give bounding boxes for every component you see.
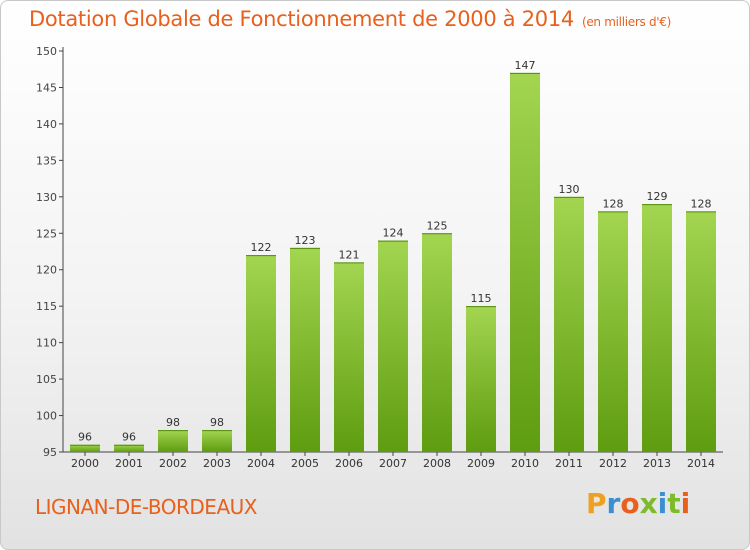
chart-title-line: Dotation Globale de Fonctionnement de 20… <box>29 7 671 31</box>
chart-bars <box>70 72 716 452</box>
x-tick-label: 2003 <box>203 457 231 470</box>
logo-letter: i <box>657 487 668 520</box>
logo-letter: x <box>639 487 658 520</box>
logo-letter: o <box>620 487 640 520</box>
chart-axes: 95 100 105 110 115 120 125 130 135 140 145 150 2000 2… <box>36 45 723 470</box>
data-label: 98 <box>210 416 224 429</box>
y-tick-label: 135 <box>36 154 57 167</box>
y-tick-label: 115 <box>36 300 57 313</box>
data-label: 128 <box>691 197 712 210</box>
data-label: 125 <box>427 219 448 232</box>
x-tick-label: 2002 <box>159 457 187 470</box>
bar-2009 <box>466 306 496 452</box>
data-label: 123 <box>295 234 316 247</box>
x-tick-label: 2008 <box>423 457 451 470</box>
logo-letter: P <box>586 487 607 520</box>
commune-name: LIGNAN-DE-BORDEAUX <box>35 495 257 519</box>
data-label: 128 <box>603 197 624 210</box>
x-tick-label: 2011 <box>555 457 583 470</box>
proxiti-logo: Proxiti <box>586 487 690 520</box>
data-label: 96 <box>78 431 92 444</box>
y-tick-label: 95 <box>43 446 57 459</box>
bar-2005 <box>290 247 320 452</box>
y-tick-label: 130 <box>36 191 57 204</box>
chart-subtitle: (en milliers d'€) <box>581 15 671 29</box>
x-tick-label: 2001 <box>115 457 143 470</box>
data-label: 98 <box>166 416 180 429</box>
data-label: 121 <box>339 248 360 261</box>
x-tick-label: 2005 <box>291 457 319 470</box>
x-tick-label: 2012 <box>599 457 627 470</box>
y-tick-label: 140 <box>36 118 57 131</box>
bar-2002 <box>158 430 188 452</box>
logo-letter: r <box>606 487 621 520</box>
x-tick-label: 2007 <box>379 457 407 470</box>
y-tick-label: 145 <box>36 81 57 94</box>
data-label: 122 <box>251 241 272 254</box>
bar-2000 <box>70 444 100 452</box>
logo-letter: t <box>667 487 681 520</box>
x-tick-label: 2010 <box>511 457 539 470</box>
bar-2004 <box>246 255 276 452</box>
bar-2014 <box>686 211 716 452</box>
chart-data-labels: 96 96 98 98 122 123 121 124 125 115 147 130 128 129 12… <box>78 59 712 444</box>
y-tick-label: 105 <box>36 373 57 386</box>
y-tick-label: 100 <box>36 410 57 423</box>
chart-title: Dotation Globale de Fonctionnement de 20… <box>29 7 574 31</box>
bar-2007 <box>378 240 408 452</box>
bar-2003 <box>202 430 232 452</box>
bar-2012 <box>598 211 628 452</box>
bar-2010 <box>510 72 540 452</box>
x-tick-label: 2013 <box>643 457 671 470</box>
y-tick-label: 125 <box>36 227 57 240</box>
logo-letter: i <box>680 487 691 520</box>
data-label: 96 <box>122 431 136 444</box>
x-tick-label: 2000 <box>71 457 99 470</box>
y-tick-label: 110 <box>36 337 57 350</box>
bar-2013 <box>642 204 672 452</box>
x-tick-label: 2009 <box>467 457 495 470</box>
y-tick-label: 150 <box>36 45 57 58</box>
bar-2006 <box>334 262 364 452</box>
data-label: 115 <box>471 292 492 305</box>
data-label: 147 <box>515 59 536 72</box>
bar-2001 <box>114 444 144 452</box>
bar-2008 <box>422 233 452 452</box>
bar-2011 <box>554 196 584 452</box>
data-label: 129 <box>647 190 668 203</box>
x-tick-label: 2014 <box>687 457 715 470</box>
data-label: 130 <box>559 183 580 196</box>
y-tick-label: 120 <box>36 264 57 277</box>
x-tick-label: 2004 <box>247 457 275 470</box>
x-tick-label: 2006 <box>335 457 363 470</box>
data-label: 124 <box>383 227 404 240</box>
